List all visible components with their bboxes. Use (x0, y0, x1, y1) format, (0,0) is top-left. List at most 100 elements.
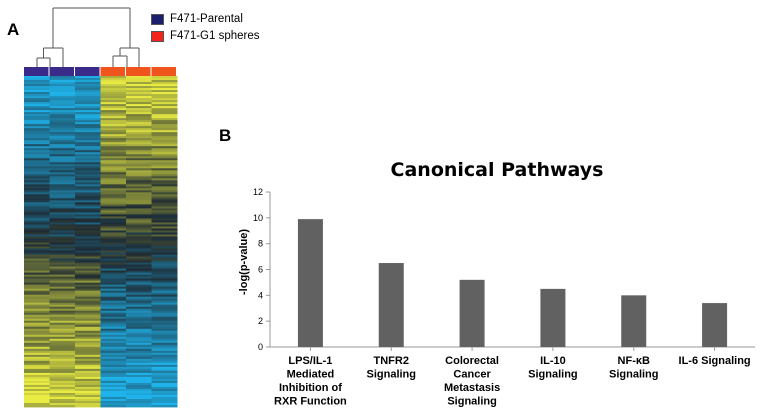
heatmap-cell (24, 134, 50, 137)
heatmap-cell (75, 92, 101, 95)
heatmap-cell (75, 164, 101, 167)
heatmap-cell (151, 290, 178, 294)
heatmap-cell (151, 188, 178, 191)
heatmap-cell (75, 402, 101, 406)
heatmap-cell (24, 372, 50, 376)
heatmap-cell (126, 352, 152, 356)
heatmap-cell (49, 258, 76, 261)
heatmap-cell (49, 390, 76, 394)
heatmap-cell (75, 214, 101, 217)
heatmap-cell (49, 192, 76, 195)
heatmap-cell (100, 136, 127, 139)
heatmap-cell (151, 196, 178, 199)
heatmap-cell (49, 188, 76, 191)
heatmap-cell (100, 380, 127, 384)
heatmap-cell (24, 152, 50, 155)
heatmap-cell (151, 288, 178, 292)
heatmap-cell (100, 248, 127, 251)
heatmap-cell (126, 266, 152, 269)
heatmap-cell (24, 300, 50, 304)
heatmap-cell (151, 212, 178, 215)
heatmap-cell (75, 142, 101, 145)
heatmap-cell (49, 344, 76, 348)
heatmap-cell (126, 378, 152, 382)
heatmap-cell (75, 302, 101, 306)
heatmap-cell (151, 360, 178, 364)
heatmap-cell (49, 298, 76, 302)
heatmap-cell (49, 362, 76, 366)
heatmap-cell (24, 354, 50, 358)
heatmap-cell (49, 184, 76, 187)
heatmap-cell (24, 318, 50, 322)
heatmap-cell (24, 206, 50, 209)
heatmap-cell (75, 96, 101, 99)
heatmap-cell (24, 404, 50, 408)
heatmap-cell (24, 294, 50, 298)
heatmap-cell (151, 226, 178, 229)
heatmap-cell (151, 222, 178, 225)
heatmap-cell (151, 156, 178, 159)
heatmap-cell (49, 234, 76, 237)
heatmap-cell (75, 396, 101, 400)
heatmap-cell (126, 280, 152, 284)
heatmap-cell (151, 138, 178, 141)
heatmap-cell (75, 290, 101, 294)
heatmap-cell (24, 344, 50, 348)
heatmap-cell (151, 264, 178, 267)
x-category-label-line: LPS/IL-1 (288, 355, 332, 367)
heatmap-cell (75, 358, 101, 362)
heatmap-cell (151, 172, 178, 175)
heatmap-cell (100, 334, 127, 338)
heatmap-cell (126, 168, 152, 171)
heatmap-cell (126, 210, 152, 213)
heatmap-cell (100, 296, 127, 300)
heatmap-cell (126, 238, 152, 241)
heatmap-cell (151, 334, 178, 338)
heatmap-cell (151, 180, 178, 183)
heatmap-cell (75, 218, 101, 221)
heatmap-cell (49, 368, 76, 372)
heatmap-cell (49, 312, 76, 316)
heatmap-cell (100, 156, 127, 159)
heatmap-cell (151, 272, 178, 275)
heatmap-cell (151, 400, 178, 404)
heatmap-cell (24, 286, 50, 290)
heatmap-cell (75, 178, 101, 181)
heatmap-cell (75, 320, 101, 324)
heatmap-cell (100, 112, 127, 115)
x-category-label-line: Signaling (528, 369, 578, 381)
heatmap-cell (75, 348, 101, 352)
heatmap-cell (24, 320, 50, 324)
heatmap-cell (49, 364, 76, 368)
heatmap-cell (49, 98, 76, 101)
heatmap-cell (49, 240, 76, 243)
heatmap-cell (75, 300, 101, 304)
heatmap-cell (100, 76, 127, 79)
heatmap-cell (100, 146, 127, 149)
heatmap-cell (75, 352, 101, 356)
heatmap-cell (151, 142, 178, 145)
heatmap-cell (49, 78, 76, 81)
heatmap-cell (75, 110, 101, 113)
heatmap-cell (100, 108, 127, 111)
heatmap-cell (24, 274, 50, 278)
heatmap-cell (100, 326, 127, 330)
heatmap-cell (126, 368, 152, 372)
heatmap-cell (24, 154, 50, 157)
heatmap-cell (151, 300, 178, 304)
heatmap-cell (151, 386, 178, 390)
heatmap-cell (24, 310, 50, 314)
heatmap-cell (151, 140, 178, 143)
heatmap-cell (75, 188, 101, 191)
heatmap-cell (100, 358, 127, 362)
heatmap-cell (24, 102, 50, 105)
heatmap-cell (151, 318, 178, 322)
heatmap-cell (100, 134, 127, 137)
heatmap-cell (151, 342, 178, 346)
heatmap-cell (24, 210, 50, 213)
heatmap-cell (151, 234, 178, 237)
y-tick-label: 6 (258, 265, 263, 275)
heatmap-cell (75, 200, 101, 203)
heatmap-cell (75, 334, 101, 338)
heatmap-cell (49, 286, 76, 290)
